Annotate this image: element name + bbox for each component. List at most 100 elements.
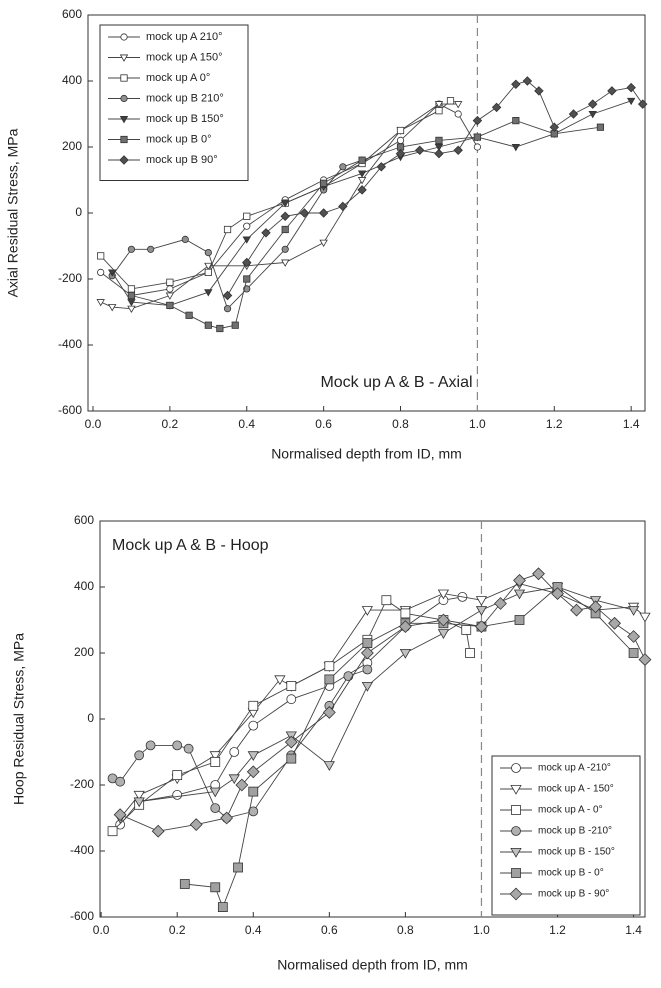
marker [242, 257, 252, 268]
legend-label: mock up A 0° [146, 72, 210, 84]
marker [473, 143, 482, 151]
marker [134, 750, 145, 761]
marker [437, 613, 450, 627]
marker [172, 790, 183, 800]
marker [120, 74, 128, 82]
legend-label: mock up A -210° [538, 763, 611, 774]
legend-label: mock up B - 150° [538, 847, 615, 858]
marker [437, 629, 450, 639]
marker [437, 589, 450, 600]
series [113, 567, 652, 838]
marker [185, 311, 193, 319]
marker [472, 115, 483, 126]
marker [120, 33, 128, 41]
marker [172, 770, 183, 780]
marker [475, 596, 488, 606]
marker [511, 144, 521, 152]
marker [233, 862, 243, 873]
y-tick-label: -400 [70, 843, 94, 857]
marker [248, 806, 259, 817]
marker [607, 86, 617, 96]
marker [453, 101, 463, 109]
y-tick-label: 600 [74, 513, 94, 527]
y-tick-label: 0 [87, 711, 94, 725]
x-tick-label: 0.0 [93, 923, 110, 937]
marker [396, 136, 405, 144]
marker [243, 222, 251, 230]
marker [361, 606, 374, 616]
marker [513, 573, 526, 587]
legend-box [99, 24, 249, 181]
marker [628, 648, 639, 658]
marker [588, 111, 597, 119]
x-axis-label: Normalised depth from ID, mm [277, 957, 468, 973]
marker [179, 879, 190, 889]
marker [210, 803, 221, 813]
marker [97, 268, 105, 276]
marker [319, 239, 328, 248]
x-tick-label: 0.4 [238, 417, 255, 431]
y-tick-label: 0 [75, 205, 82, 219]
marker [596, 123, 605, 131]
marker [107, 826, 118, 837]
legend-label: mock up B - 0° [538, 868, 604, 879]
marker [627, 606, 640, 616]
x-tick-label: 1.2 [549, 923, 566, 937]
x-tick-label: 0.4 [245, 923, 262, 937]
marker [381, 595, 392, 606]
marker [551, 587, 564, 601]
marker [435, 107, 443, 115]
series [107, 595, 475, 837]
marker [229, 747, 240, 757]
marker [210, 757, 221, 767]
marker [399, 649, 412, 659]
marker [358, 156, 366, 164]
marker [96, 299, 105, 307]
series-line [131, 120, 601, 329]
marker [145, 740, 156, 751]
marker [400, 608, 411, 619]
x-tick-label: 1.4 [623, 417, 640, 431]
y-tick-label: -600 [70, 909, 94, 923]
marker [286, 694, 297, 705]
marker [608, 616, 621, 630]
marker [511, 826, 521, 836]
series-line [100, 103, 478, 296]
x-tick-label: 0.6 [315, 417, 332, 431]
marker [549, 122, 560, 132]
marker [299, 208, 310, 218]
marker [120, 94, 128, 103]
marker [587, 99, 598, 109]
marker [127, 285, 136, 293]
marker [434, 144, 444, 152]
marker [127, 245, 136, 253]
marker [522, 76, 533, 86]
marker [454, 110, 462, 118]
marker [119, 54, 129, 62]
marker [243, 212, 251, 220]
marker [242, 236, 251, 244]
marker [248, 786, 259, 797]
x-tick-label: 0.6 [321, 923, 338, 937]
marker [97, 252, 105, 260]
marker [228, 774, 240, 785]
marker [127, 299, 136, 307]
marker [209, 751, 221, 762]
marker [510, 785, 522, 795]
marker [281, 225, 289, 234]
legend-label: mock up B 210° [146, 92, 224, 104]
annotation: Mock up A & B - Hoop [112, 537, 269, 554]
marker [357, 177, 367, 185]
marker [204, 262, 213, 271]
marker [209, 787, 221, 798]
y-tick-label: -200 [58, 271, 82, 285]
marker [286, 681, 297, 691]
marker [223, 305, 232, 313]
marker [166, 278, 174, 286]
marker [376, 162, 387, 172]
marker [532, 567, 545, 581]
series-line [100, 100, 451, 290]
marker [324, 661, 335, 672]
marker [357, 170, 367, 178]
marker [362, 664, 373, 675]
